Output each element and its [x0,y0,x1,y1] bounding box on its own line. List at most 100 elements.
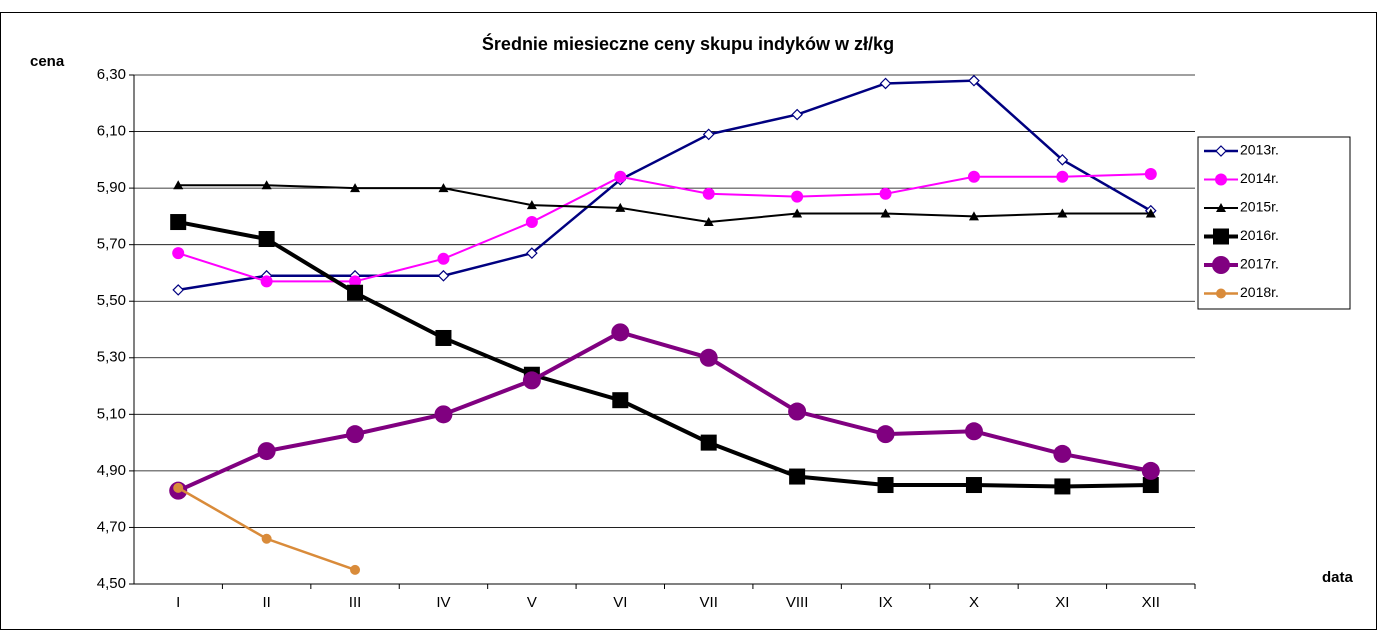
series-line [178,79,1152,292]
chart-title: Średnie miesieczne ceny skupu indyków w … [482,33,894,54]
marker [880,208,891,218]
chart-frame [0,12,1377,630]
x-axis-title: data [1322,569,1354,586]
y-tick-label: 6,10 [97,123,126,140]
y-tick-label: 5,30 [97,349,126,366]
marker [1056,170,1069,183]
legend-label: 2013r. [1240,142,1279,158]
marker [1056,153,1069,166]
marker [699,348,718,367]
marker [434,405,453,424]
x-tick-label: XII [1142,594,1160,611]
series-line [177,330,1152,493]
marker [435,329,452,346]
x-tick-label: III [349,594,362,611]
x-tick-label: VII [700,594,718,611]
x-tick-label: IX [878,594,892,611]
marker [791,108,803,121]
marker [968,74,980,87]
marker [1145,208,1156,218]
x-tick-label: IV [436,594,450,611]
marker [346,425,365,444]
marker [964,422,983,441]
legend-marker [1215,145,1227,157]
legend-label: 2016r. [1240,227,1279,243]
marker [791,190,804,203]
marker [257,442,276,461]
y-tick-label: 4,90 [97,462,126,479]
marker [350,564,361,575]
marker [788,402,807,421]
marker [968,211,979,221]
legend-label: 2014r. [1240,170,1279,186]
marker [173,482,184,493]
marker [612,392,629,409]
marker [879,187,892,200]
marker [614,170,627,183]
legend-label: 2018r. [1240,284,1279,300]
x-tick-label: I [176,594,180,611]
marker [1141,461,1160,480]
legend-marker [1213,228,1229,245]
y-tick-label: 4,70 [97,518,126,535]
marker [172,284,185,296]
marker [700,434,717,451]
y-tick-label: 4,50 [97,575,126,592]
series-line [177,172,1151,283]
marker [611,323,630,342]
marker [261,533,272,544]
y-axis-title: cena [30,53,65,70]
x-tick-label: VIII [786,594,809,611]
legend-box [1197,136,1351,310]
marker [789,468,806,485]
marker [702,187,715,200]
legend-marker [1216,203,1226,212]
marker [437,269,450,282]
y-tick-label: 5,90 [97,179,126,196]
series-line [178,184,1151,224]
marker [170,214,187,231]
marker [261,180,272,190]
marker [965,477,982,494]
marker [1142,477,1159,494]
marker [526,200,537,210]
marker [877,477,894,494]
x-tick-label: XI [1055,594,1069,611]
marker [350,183,361,193]
y-tick-label: 5,50 [97,292,126,309]
series-line [177,220,1151,489]
marker [702,128,715,141]
marker [438,183,449,193]
marker [1057,208,1068,218]
legend-label: 2017r. [1240,256,1279,272]
legend-marker [1216,288,1226,299]
marker [526,247,538,259]
legend-label: 2015r. [1240,199,1279,215]
marker [879,77,892,90]
marker [615,202,626,212]
marker [525,216,538,229]
legend-marker [1212,256,1230,274]
x-tick-label: II [262,594,270,611]
marker [967,170,980,183]
marker [703,217,714,227]
marker [260,275,273,288]
marker [792,208,803,218]
y-tick-label: 5,10 [97,405,126,422]
x-tick-label: V [527,594,537,611]
marker [876,425,895,444]
x-tick-label: VI [613,594,627,611]
marker [1053,444,1072,463]
marker [437,252,450,265]
marker [173,180,184,190]
x-tick-label: X [969,594,979,611]
marker [172,247,185,260]
marker [522,371,541,390]
marker [347,284,364,301]
marker [258,231,275,248]
y-tick-label: 6,30 [97,66,126,83]
marker [1144,167,1157,180]
legend-marker [1215,173,1227,186]
marker [1054,478,1071,495]
